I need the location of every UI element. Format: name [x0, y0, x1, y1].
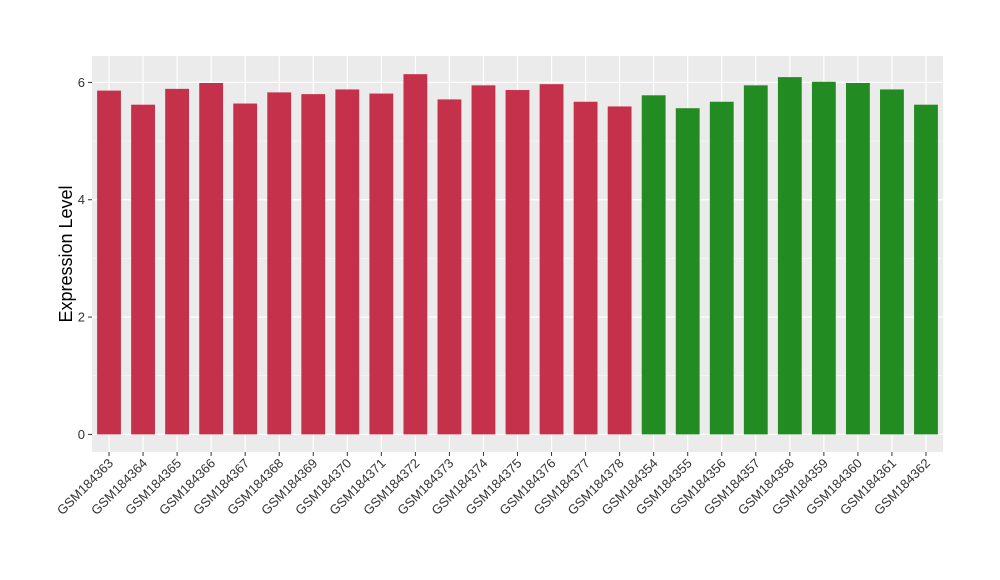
bar: [335, 89, 360, 435]
y-tick-label: 0: [78, 427, 85, 442]
bar: [199, 82, 224, 435]
bar: [369, 93, 394, 435]
bar: [777, 77, 802, 435]
bar: [880, 89, 904, 435]
bar: [97, 90, 121, 435]
y-tick-label: 6: [78, 75, 85, 90]
bar: [165, 88, 190, 435]
bar: [131, 104, 155, 435]
y-axis-title: Expression Level: [56, 185, 76, 322]
bar: [573, 101, 598, 435]
bar: [743, 85, 768, 435]
bar: [914, 104, 938, 435]
bar: [709, 101, 734, 435]
bar: [811, 81, 836, 435]
bar: [641, 95, 666, 435]
bar: [607, 106, 632, 435]
bars: [97, 74, 938, 435]
bar: [267, 92, 292, 435]
y-tick-label: 2: [78, 310, 85, 325]
bar: [301, 94, 326, 435]
bar: [675, 108, 700, 435]
bar: [233, 103, 258, 435]
bar: [845, 82, 870, 435]
y-axis: 0 2 4 6: [78, 75, 92, 442]
x-axis: GSM184363GSM184364GSM184365GSM184366GSM1…: [54, 452, 933, 518]
bar: [437, 99, 462, 435]
bar: [471, 85, 496, 435]
y-tick-label: 4: [78, 192, 85, 207]
bar: [403, 74, 428, 435]
bar: [505, 90, 530, 435]
bar: [539, 84, 564, 435]
